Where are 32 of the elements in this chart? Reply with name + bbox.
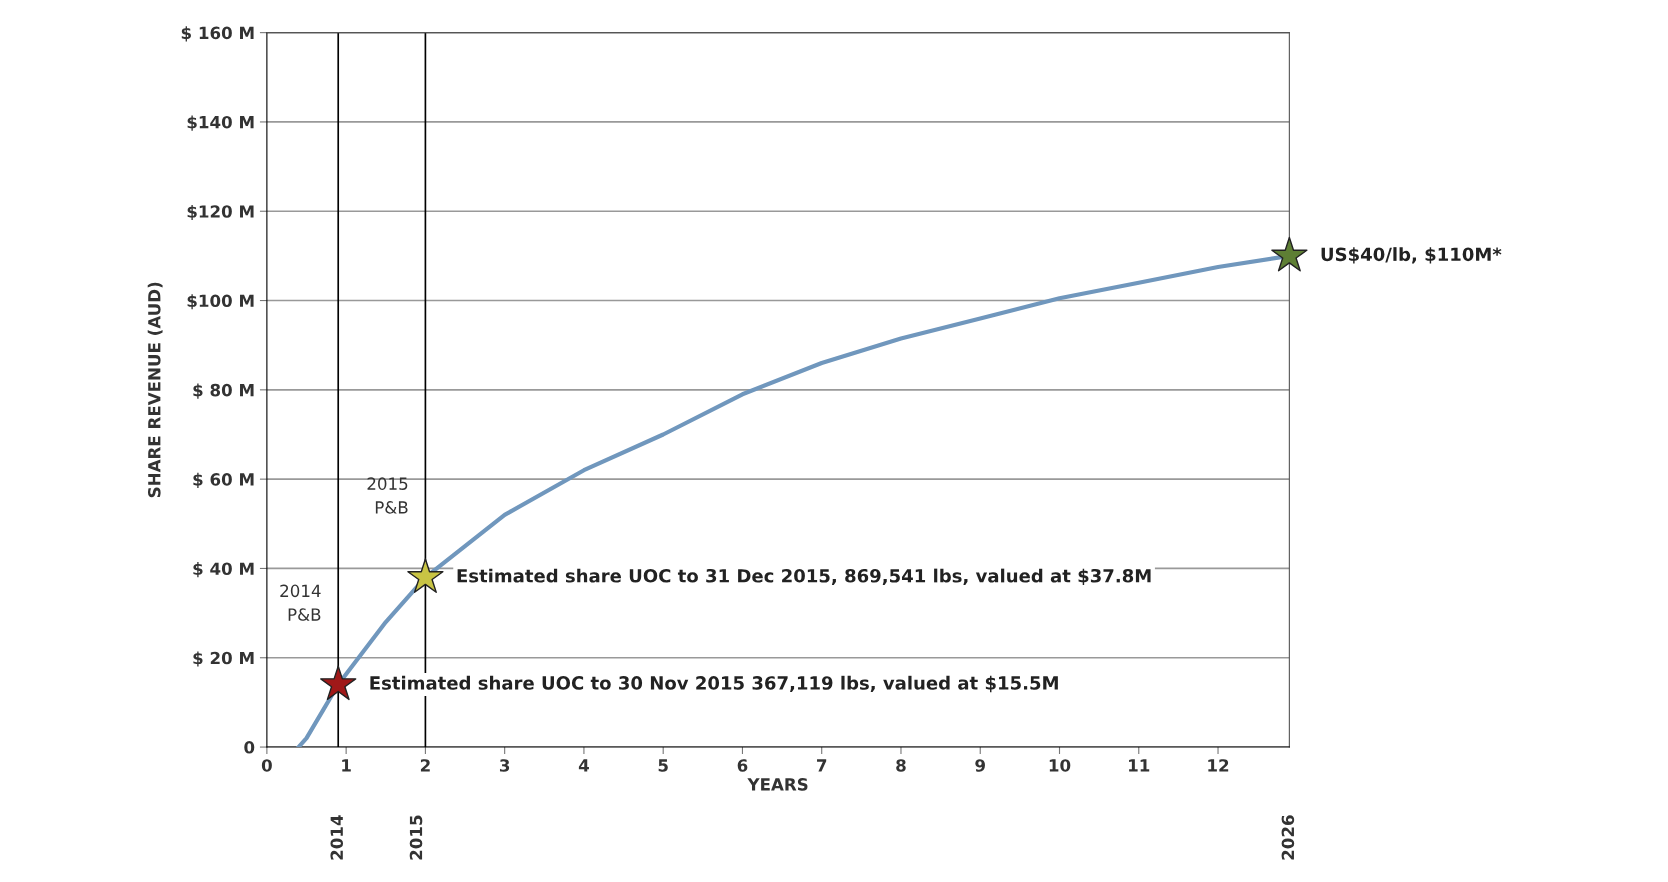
x-tick-label: 9 [975,759,985,772]
y-tick-label: $ 160 M [181,26,254,42]
annotation: Estimated share UOC to 31 Dec 2015, 869,541 lbs, valued at $37.8M [457,568,1151,586]
x-axis-title: YEARS [747,778,808,791]
x2-tick-label: 2015 [409,815,423,860]
x-tick-label: 2 [420,759,430,772]
x-tick-label: 6 [737,759,748,772]
x-tick-label: 5 [658,759,668,772]
y-tick-label: $ 20 M [193,651,254,667]
y-tick-label: $ 80 M [193,383,254,399]
x-tick-label: 12 [1208,759,1229,772]
annotation: Estimated share UOC to 30 Nov 2015 367,119 lbs, valued at $15.5M [370,675,1058,693]
x-tick-label: 7 [817,759,827,772]
annotation: 2014 P&B [280,584,321,621]
y-tick-label: $100 M [187,294,254,310]
y-tick-label: $ 60 M [193,472,254,488]
x2-tick-label: 2014 [330,815,344,860]
annotation: 2015 P&B [367,477,408,514]
annotation: US$40/lb, $110M* [1321,247,1502,264]
x-tick-label: 4 [578,759,589,772]
y-tick-label: $ 40 M [193,562,254,578]
x-tick-label: 11 [1129,759,1150,772]
x-tick-label: 0 [261,759,272,772]
y-tick-label: $120 M [187,204,254,221]
x-tick-label: 8 [896,759,906,772]
x-tick-label: 1 [342,759,351,772]
x-tick-label: 3 [499,759,510,772]
x-tick-label: 10 [1049,759,1071,772]
y-axis-title: SHARE REVENUE (AUD) [147,282,163,498]
x2-tick-label: 2026 [1281,815,1295,860]
y-tick-label: 0 [244,741,255,754]
y-tick-label: $140 M [187,115,254,131]
